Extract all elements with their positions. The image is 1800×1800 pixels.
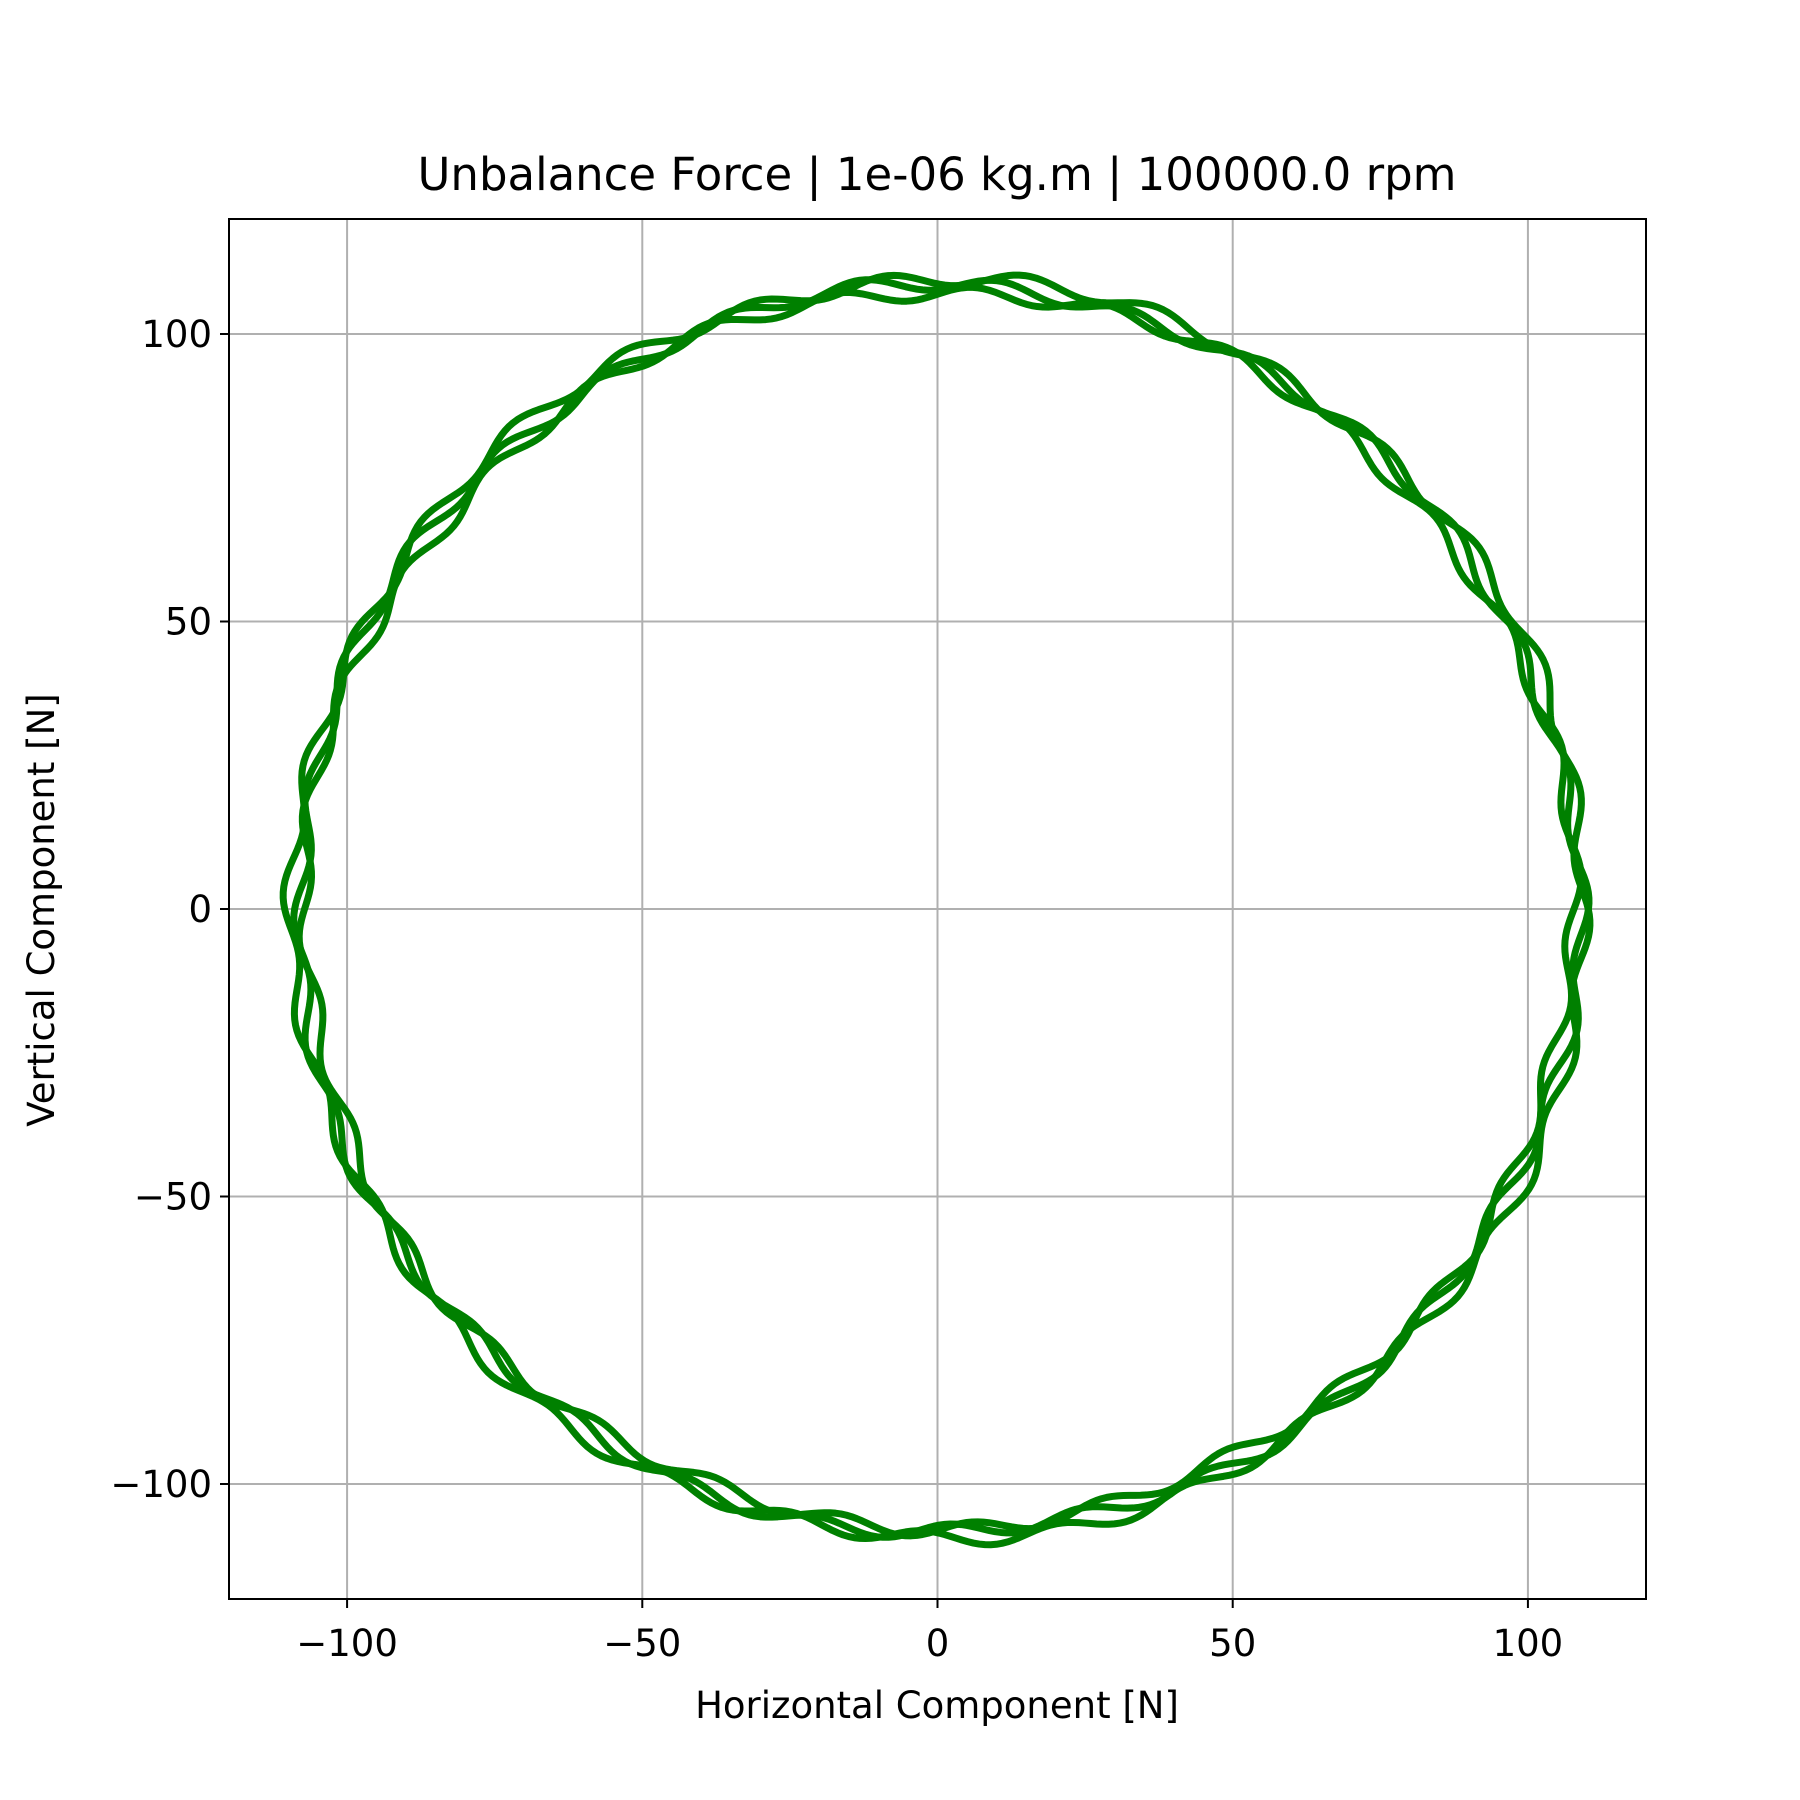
orbit-series bbox=[279, 271, 1594, 1549]
x-tick-label: 50 bbox=[1209, 1622, 1256, 1665]
x-tick-label: −50 bbox=[603, 1622, 681, 1665]
x-tick-label: 0 bbox=[926, 1622, 950, 1665]
orbit-line-3 bbox=[279, 271, 1594, 1549]
y-tick-label: 100 bbox=[141, 313, 212, 356]
grid bbox=[229, 219, 1646, 1599]
y-tick-label: 50 bbox=[165, 601, 212, 644]
y-tick-label: −100 bbox=[110, 1463, 212, 1506]
chart-title: Unbalance Force | 1e-06 kg.m | 100000.0 … bbox=[417, 148, 1456, 201]
x-tick-label: −100 bbox=[296, 1622, 398, 1665]
ticks: −100 −50 0 50 100 −100 −50 0 50 100 bbox=[110, 313, 1563, 1665]
orbit-line-1 bbox=[295, 283, 1585, 1540]
y-axis-title: Vertical Component [N] bbox=[20, 693, 63, 1126]
y-tick-label: −50 bbox=[134, 1176, 212, 1219]
x-axis-title: Horizontal Component [N] bbox=[695, 1684, 1179, 1727]
y-tick-label: 0 bbox=[188, 888, 212, 931]
x-tick-label: 100 bbox=[1493, 1622, 1564, 1665]
